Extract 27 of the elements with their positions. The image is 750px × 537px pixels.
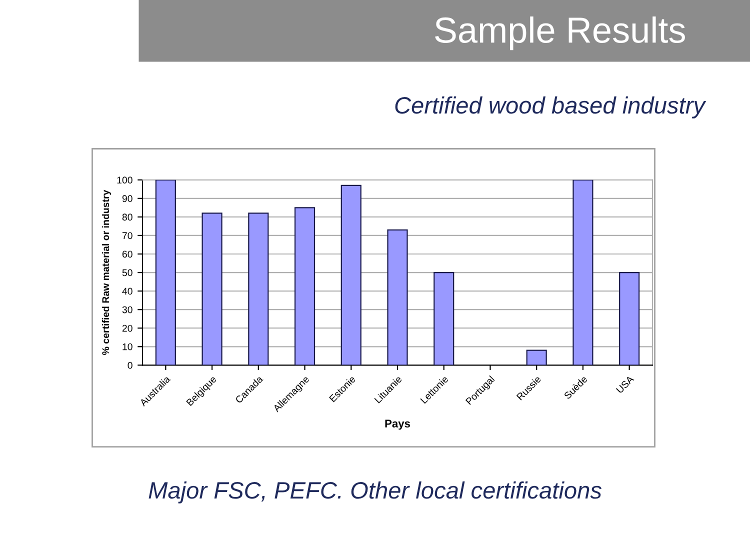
bar <box>526 350 547 366</box>
y-tick-label: 0 <box>128 362 132 369</box>
y-axis-title: % certified Raw material or industry <box>102 190 112 355</box>
x-axis-title: Pays <box>385 420 410 430</box>
y-tick-label: 30 <box>122 306 132 314</box>
y-tick-label: 90 <box>122 195 132 202</box>
bar <box>434 272 454 366</box>
y-tick-label: 80 <box>122 214 132 221</box>
bar <box>294 207 316 366</box>
y-tick-label: 20 <box>122 324 132 332</box>
bar <box>155 180 176 366</box>
chart-subtitle: Certified wood based industry <box>395 96 706 118</box>
y-tick-label: 100 <box>117 176 132 184</box>
bar <box>202 212 222 366</box>
y-tick-label: 50 <box>122 269 132 276</box>
y-tick-label: 10 <box>122 343 132 350</box>
bar <box>340 184 362 366</box>
bar <box>572 180 594 366</box>
chart-title: Sample Results <box>435 16 685 50</box>
y-tick-label: 40 <box>122 288 132 295</box>
y-tick-label: 70 <box>122 232 132 240</box>
y-tick-label: 60 <box>122 250 132 258</box>
bar <box>619 272 640 366</box>
x-tick-label: USA <box>616 375 634 394</box>
text: Major FSC, PEFC. Other local certifications <box>148 481 602 504</box>
bar <box>248 212 269 366</box>
bar <box>387 229 408 366</box>
